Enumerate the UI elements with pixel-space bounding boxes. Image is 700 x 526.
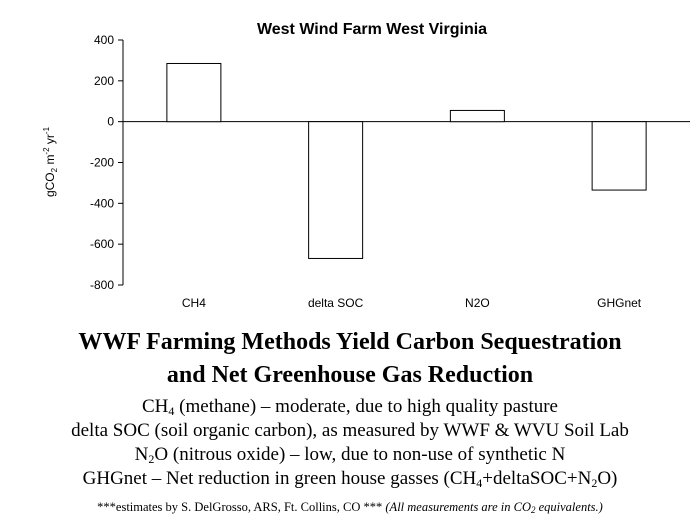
footnote-ital-b: equivalents.) (535, 500, 603, 514)
bar-ghgnet (591, 121, 647, 191)
y-label-m-exp: -2 (42, 147, 51, 155)
y-label-unit: gCO (43, 172, 57, 197)
desc-ch4-a: CH (142, 396, 169, 417)
desc-ghg-c: O) (597, 468, 618, 489)
y-tick-label: -800 (90, 278, 114, 292)
y-label-sub: 2 (50, 167, 59, 172)
desc-ch4-b: (methane) – moderate, due to high qualit… (174, 396, 558, 417)
desc-ghg-b: +deltaSOC+N (482, 468, 592, 489)
x-tick-label: N2O (465, 296, 490, 310)
x-tick-label: delta SOC (308, 296, 364, 310)
bars (166, 62, 647, 259)
desc-ghg-sub1: 4 (476, 476, 483, 490)
y-label-yr-exp: -1 (42, 126, 51, 134)
y-tick-label: -400 (90, 196, 114, 210)
desc-ch4: CH4 (methane) – moderate, due to high qu… (0, 396, 700, 418)
y-tick-label: -600 (90, 237, 114, 251)
desc-ch4-sub: 4 (168, 404, 175, 418)
bar-ch4 (166, 62, 222, 123)
desc-n2o: N2O (nitrous oxide) – low, due to non-us… (0, 444, 700, 466)
ghg-bar-chart: West Wind Farm West Virginia gCO2 m-2 yr… (42, 21, 690, 310)
desc-soc: delta SOC (soil organic carbon), as meas… (0, 420, 700, 442)
y-tick-label: 200 (94, 74, 114, 88)
footnote-italic: (All measurements are in CO2 equivalents… (385, 500, 603, 515)
bar-n2o (449, 109, 505, 123)
desc-ghg-a: GHGnet – Net reduction in green house ga… (82, 468, 477, 489)
y-label-yr: yr (43, 134, 57, 147)
x-tick-label: CH4 (182, 296, 206, 310)
y-tick-label: 400 (94, 33, 114, 47)
headline-line-1: WWF Farming Methods Yield Carbon Sequest… (78, 329, 622, 355)
desc-soc-a: delta SOC (soil organic carbon), as meas… (71, 420, 629, 441)
y-tick-label: -200 (90, 156, 114, 170)
svg-text:gCO2 m-2 yr-1: gCO2 m-2 yr-1 (42, 126, 59, 197)
desc-n2o-sub: 2 (148, 452, 155, 466)
headline-line-2: and Net Greenhouse Gas Reduction (166, 362, 534, 388)
chart-title: West Wind Farm West Virginia (257, 21, 487, 38)
y-axis-label: gCO2 m-2 yr-1 (42, 126, 59, 197)
footnote: ***estimates by S. DelGrosso, ARS, Ft. C… (0, 500, 700, 515)
desc-ghg-sub2: 2 (591, 476, 598, 490)
desc-ghg: GHGnet – Net reduction in green house ga… (0, 468, 700, 490)
x-tick-label: GHGnet (597, 296, 642, 310)
footnote-ital-a: (All measurements are in CO (385, 500, 531, 514)
footnote-plain: ***estimates by S. DelGrosso, ARS, Ft. C… (97, 500, 386, 514)
x-tick-labels: CH4 delta SOC N2O GHGnet (182, 296, 642, 310)
bar-delta-soc (308, 121, 364, 259)
y-label-m: m (43, 155, 57, 168)
y-tick-label: 0 (107, 115, 114, 129)
footnote-ital-sub: 2 (530, 505, 536, 515)
desc-n2o-a: N (134, 444, 149, 465)
desc-n2o-b: O (nitrous oxide) – low, due to non-use … (154, 444, 566, 465)
